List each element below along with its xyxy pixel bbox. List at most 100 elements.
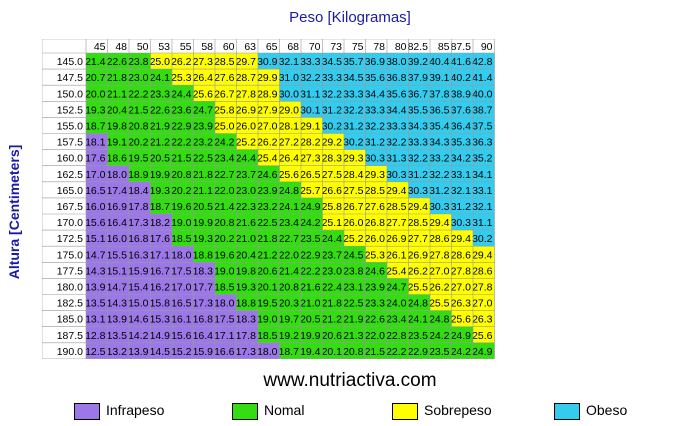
heatmap-cell [258, 310, 280, 327]
cell-value: 17.5 [214, 314, 235, 326]
x-tick-label: 53 [158, 41, 170, 53]
heatmap-cell [322, 278, 344, 295]
cell-value: 17.0 [171, 282, 192, 294]
x-tick-label: 60 [223, 41, 235, 53]
cell-value: 29.3 [343, 153, 364, 165]
heatmap-cell [301, 326, 323, 343]
cell-value: 23.5 [429, 346, 450, 358]
chart-title: Peso [Kilogramas] [289, 9, 411, 26]
y-tick-label: 145.0 [57, 56, 83, 68]
cell-value: 26.4 [279, 153, 300, 165]
heatmap-cell [430, 326, 452, 343]
cell-value: 16.6 [214, 346, 235, 358]
heatmap-cell [365, 197, 387, 214]
cell-value: 13.2 [107, 346, 128, 358]
heatmap-cell [387, 101, 409, 118]
heatmap-cell [150, 53, 172, 70]
heatmap-cell [193, 85, 215, 102]
heatmap-cell [473, 117, 495, 134]
cell-value: 23.7 [322, 249, 343, 261]
y-tick-label: 180.0 [57, 282, 83, 294]
heatmap-cell [258, 69, 280, 86]
y-tick-label: 147.5 [57, 72, 83, 84]
heatmap-cell [322, 262, 344, 279]
cell-value: 26.2 [429, 282, 450, 294]
heatmap-cell [193, 294, 215, 311]
cell-value: 27.5 [343, 185, 364, 197]
cell-value: 21.3 [343, 330, 364, 342]
heatmap-cell [129, 294, 151, 311]
heatmap-cell [387, 246, 409, 263]
heatmap-cell [129, 117, 151, 134]
cell-value: 13.9 [107, 314, 128, 326]
cell-value: 19.7 [279, 314, 300, 326]
heatmap-cell [236, 149, 258, 166]
cell-value: 23.9 [257, 185, 278, 197]
cell-value: 21.8 [107, 72, 128, 84]
heatmap-cell [344, 85, 366, 102]
heatmap-cell [107, 69, 129, 86]
cell-value: 21.6 [300, 282, 321, 294]
y-tick-label: 170.0 [57, 217, 83, 229]
heatmap-cell [279, 326, 301, 343]
heatmap-cell [172, 326, 194, 343]
cell-value: 27.7 [408, 233, 429, 245]
heatmap-cell [86, 69, 108, 86]
heatmap-cell [150, 101, 172, 118]
cell-value: 16.1 [171, 314, 192, 326]
heatmap-cell [322, 69, 344, 86]
cell-value: 26.9 [236, 104, 257, 116]
cell-value: 27.5 [322, 169, 343, 181]
cell-value: 25.2 [343, 233, 364, 245]
y-tick-label: 175.0 [57, 249, 83, 261]
heatmap-cell [172, 133, 194, 150]
cell-value: 33.1 [472, 185, 493, 197]
heatmap-cell [215, 101, 237, 118]
cell-value: 25.6 [451, 314, 472, 326]
cell-value: 15.0 [128, 298, 149, 310]
heatmap-cell [387, 262, 409, 279]
heatmap-cell [451, 230, 473, 247]
heatmap-cell [107, 117, 129, 134]
heatmap-cell [86, 294, 108, 311]
heatmap-cell [279, 181, 301, 198]
cell-value: 24.2 [300, 217, 321, 229]
heatmap-cell [172, 294, 194, 311]
cell-value: 12.8 [85, 330, 106, 342]
heatmap-cell [408, 310, 430, 327]
cell-value: 20.2 [171, 185, 192, 197]
heatmap-cell [150, 278, 172, 295]
heatmap-cell [408, 326, 430, 343]
cell-value: 21.1 [193, 185, 214, 197]
heatmap-cell [279, 246, 301, 263]
heatmap-cell [193, 117, 215, 134]
heatmap-cell [365, 181, 387, 198]
heatmap-cell [365, 85, 387, 102]
heatmap-cell [344, 294, 366, 311]
heatmap-cell [107, 133, 129, 150]
cell-value: 27.8 [236, 88, 257, 100]
heatmap-cell [236, 214, 258, 231]
heatmap-cell [387, 294, 409, 311]
heatmap-cell [258, 246, 280, 263]
cell-value: 15.4 [128, 282, 149, 294]
cell-value: 22.9 [408, 346, 429, 358]
heatmap-cell [365, 69, 387, 86]
heatmap-cell [150, 69, 172, 86]
cell-value: 19.8 [236, 265, 257, 277]
heatmap-cell [301, 85, 323, 102]
heatmap-cell [408, 262, 430, 279]
heatmap-cell [430, 133, 452, 150]
cell-value: 19.8 [107, 121, 128, 133]
cell-value: 24.4 [322, 233, 343, 245]
cell-value: 24.9 [300, 201, 321, 213]
heatmap-cell [365, 101, 387, 118]
heatmap-cell [236, 278, 258, 295]
cell-value: 20.5 [150, 153, 171, 165]
cell-value: 35.6 [365, 72, 386, 84]
heatmap-cell [408, 197, 430, 214]
cell-value: 28.6 [451, 249, 472, 261]
heatmap-cell [430, 197, 452, 214]
heatmap-cell [236, 53, 258, 70]
heatmap-cell [322, 165, 344, 182]
